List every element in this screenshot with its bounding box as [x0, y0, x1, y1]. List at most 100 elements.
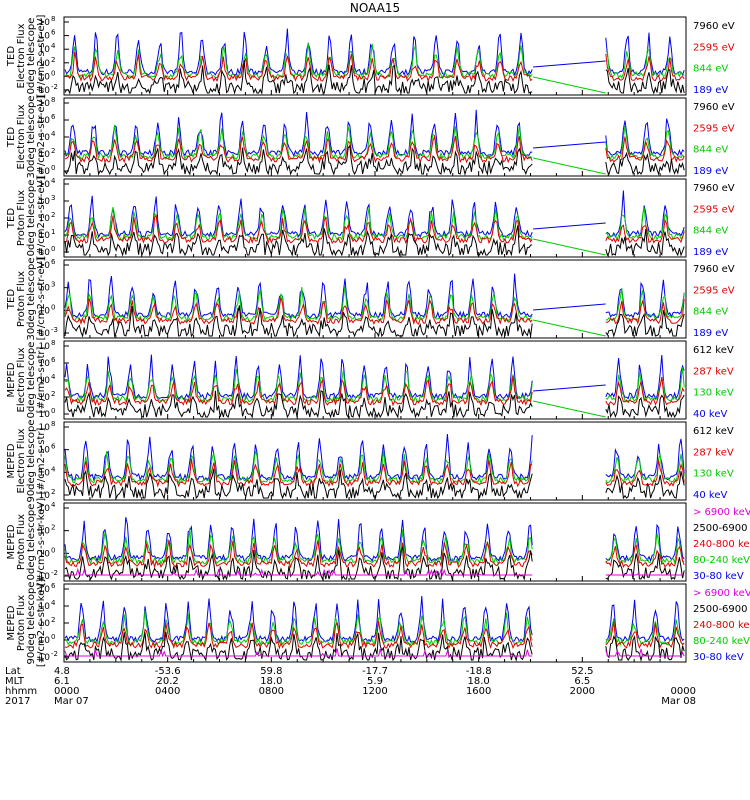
y-tick-exponent: 6 — [51, 113, 56, 121]
legend-label: 844 eV — [693, 226, 728, 237]
panel-frame — [63, 259, 687, 339]
series-red-trace — [605, 621, 685, 649]
series-black-trace — [64, 225, 533, 257]
series-black-trace — [64, 144, 533, 176]
y-axis-label: MEPEDProton Flux0deg telescope[#/cm2-s-s… — [6, 498, 47, 586]
footer-value: 18.0 — [260, 676, 282, 687]
y-tick-label: 10 — [39, 214, 51, 224]
footer-value: 4.8 — [54, 666, 70, 677]
series-blue-trace — [64, 273, 533, 320]
y-tick-exponent: 6 — [51, 443, 56, 451]
series-blue-trace — [605, 279, 685, 319]
series-green-trace — [64, 610, 533, 647]
y-tick-exponent: 2 — [51, 524, 55, 532]
footer-row-label: MLT — [5, 676, 25, 687]
y-axis-label: TEDElectron Flux30deg telescope[#/cm2-s-… — [6, 95, 47, 178]
series-green-trace — [605, 532, 685, 565]
series-red-trace — [64, 620, 533, 650]
plot-title: NOAA15 — [350, 1, 400, 15]
y-tick-exponent: 8 — [51, 339, 55, 347]
legend-label: 30-80 keV — [693, 652, 744, 663]
y-axis-label: TEDProton Flux0deg telescope[#/cm2-s-str… — [6, 177, 47, 260]
y-tick-exponent: 4 — [51, 599, 56, 607]
footer-value: -18.8 — [466, 666, 492, 677]
y-tick-label: 10 — [39, 504, 51, 514]
legend-label: > 6900 keV — [693, 507, 750, 518]
y-tick-exponent: 6 — [51, 356, 56, 364]
series-red-trace — [64, 458, 533, 488]
footer-value: 6.1 — [54, 676, 70, 687]
y-tick-label: 10 — [39, 284, 51, 294]
series-red-trace — [605, 218, 685, 244]
footer-value: 0400 — [155, 686, 180, 697]
legend-label: 844 eV — [693, 64, 728, 75]
series-blue-trace — [605, 354, 685, 401]
y-tick-exponent: 0 — [51, 69, 55, 77]
panel-frame — [63, 502, 687, 582]
legend-label: 189 eV — [693, 85, 728, 96]
y-tick-label: 10 — [39, 72, 51, 82]
series-red-trace — [605, 544, 685, 568]
y-tick-label: 10 — [39, 527, 51, 537]
y-axis-label: TEDElectron Flux0deg telescope[#/cm2-s-s… — [6, 15, 47, 98]
y-tick-exponent: -2 — [51, 569, 58, 577]
series-black-trace — [605, 228, 685, 257]
series-black-trace — [605, 67, 685, 95]
y-tick-label: 10 — [39, 376, 51, 386]
y-tick-label: 10 — [39, 306, 51, 316]
legend-label: 287 keV — [693, 447, 734, 458]
y-axis-label: MEPEDElectron Flux90deg telescope[#/cm2-… — [6, 419, 47, 502]
legend-label: 287 keV — [693, 366, 734, 377]
y-tick-label: 10 — [39, 197, 51, 207]
series-blue-trace — [605, 438, 685, 481]
y-axis-label: MEPEDProton Flux90deg telescope[#/cm2-s-… — [6, 579, 47, 667]
series-red-trace — [64, 297, 533, 325]
y-tick-exponent: 2 — [51, 616, 55, 624]
legend-label: 40 keV — [693, 409, 727, 420]
panel-frame — [63, 178, 687, 258]
footer-row-label: hhmm — [5, 686, 37, 697]
legend-label: > 6900 keV — [693, 588, 750, 599]
series-black-trace — [605, 635, 685, 662]
series-red-trace — [64, 51, 533, 83]
footer-value: Mar 07 — [54, 696, 89, 707]
legend-label: 844 eV — [693, 145, 728, 156]
y-tick-exponent: 0 — [51, 303, 55, 311]
y-tick-exponent: 8 — [51, 96, 55, 104]
legend-label: 2595 eV — [693, 42, 735, 53]
series-black-trace — [64, 546, 533, 581]
series-red-trace — [605, 53, 685, 82]
series-black-trace — [64, 631, 533, 662]
footer-value: 59.8 — [260, 666, 282, 677]
legend-label: 2500-6900 — [693, 604, 748, 615]
y-axis-label: TEDProton Flux30deg telescope[#/cm2-s-st… — [6, 257, 47, 340]
y-tick-label: 10 — [39, 261, 51, 271]
legend-label: 7960 eV — [693, 21, 735, 32]
series-black-trace — [64, 468, 533, 500]
y-tick-label: 10 — [39, 99, 51, 109]
series-red-trace — [605, 298, 685, 326]
series-green-trace — [605, 453, 685, 484]
series-green-trace — [64, 125, 533, 161]
gap-link-line — [532, 238, 606, 256]
y-tick-label: 10 — [39, 585, 51, 595]
y-tick-label: 10 — [39, 653, 51, 663]
series-red-trace — [605, 136, 685, 163]
legend-label: 130 keV — [693, 469, 734, 480]
panel-frame — [63, 340, 687, 420]
y-tick-exponent: 4 — [51, 177, 56, 185]
y-tick-label: 10 — [39, 116, 51, 126]
y-axis-label: MEPEDElectron Flux0deg telescope[#/cm2-s… — [6, 342, 47, 419]
footer-value: 0000 — [54, 686, 79, 697]
footer-value: 0000 — [671, 686, 696, 697]
y-tick-label: 10 — [39, 410, 51, 420]
y-tick-exponent: 2 — [51, 147, 55, 155]
series-black-trace — [64, 60, 533, 95]
series-blue-trace — [64, 517, 533, 563]
gap-link-line — [533, 60, 606, 68]
gap-link-line — [532, 319, 606, 337]
y-tick-exponent: 4 — [51, 501, 56, 509]
